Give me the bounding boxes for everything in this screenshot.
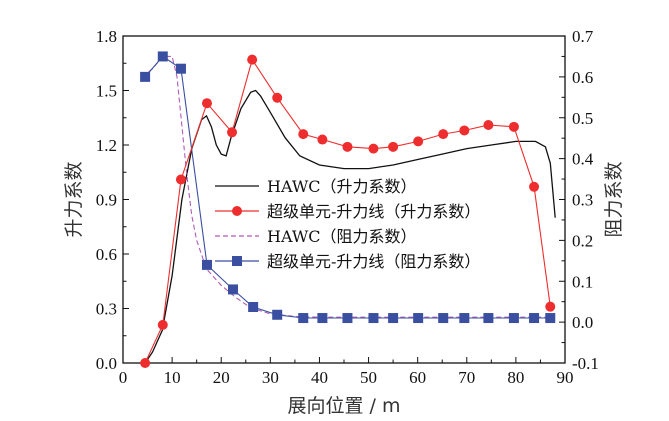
y-right-tick-label: 0.2 <box>572 231 593 250</box>
legend-marker-1 <box>232 206 242 216</box>
y-left-tick-label: 0.9 <box>96 191 117 210</box>
legend-label-3: 超级单元-升力线（阻力系数） <box>267 252 480 271</box>
y-left-tick-label: 1.8 <box>96 27 117 46</box>
series-1-point <box>317 134 328 145</box>
series-1-point <box>342 141 353 152</box>
series-3-point <box>368 313 379 324</box>
series-1-point <box>247 54 258 65</box>
x-tick-label: 10 <box>164 368 181 387</box>
x-tick-label: 80 <box>507 368 524 387</box>
series-1-point <box>227 127 238 138</box>
y-right-tick-label: 0.4 <box>572 150 594 169</box>
series-3-point <box>140 71 151 82</box>
series-3-point <box>228 284 239 295</box>
legend-label-0: HAWC（升力系数） <box>267 177 417 196</box>
series-1-point <box>201 98 212 109</box>
y-right-tick-label: -0.1 <box>572 354 599 373</box>
x-tick-label: 70 <box>458 368 475 387</box>
series-3-point <box>529 313 540 324</box>
series-layer <box>140 51 556 368</box>
x-axis-title: 展向位置 / m <box>288 395 401 417</box>
y-right-tick-label: 0.5 <box>572 109 593 128</box>
series-1-point <box>438 129 449 140</box>
series-3-point <box>388 313 399 324</box>
series-1-point <box>157 319 168 330</box>
series-3-point <box>175 63 186 74</box>
series-3-point <box>342 313 353 324</box>
series-1-point <box>388 141 399 152</box>
series-1-point <box>545 301 556 312</box>
series-1-point <box>140 358 151 368</box>
series-1-point <box>298 129 309 140</box>
x-tick-label: 40 <box>311 368 328 387</box>
series-3-point <box>508 313 519 324</box>
y-right-tick-label: 0.1 <box>572 272 593 291</box>
series-1-point <box>175 174 186 185</box>
series-3-point <box>272 309 283 320</box>
series-3-point <box>298 313 309 324</box>
axis-ticks: 0 10 20 30 40 50 60 70 80 90 0.0 0.3 0.6 0.9 1.2 1.5 1.8… <box>96 27 599 387</box>
series-3-point <box>157 51 168 62</box>
series-3-point <box>545 313 556 324</box>
y-axis-right-title: 阻力系数 <box>603 161 625 237</box>
series-3-point <box>483 313 494 324</box>
x-tick-label: 50 <box>360 368 377 387</box>
series-1-point <box>413 136 424 147</box>
x-tick-label: 90 <box>557 368 574 387</box>
series-1-point <box>529 181 540 192</box>
y-right-tick-label: 0.0 <box>572 313 593 332</box>
y-left-tick-label: 0.0 <box>96 354 117 373</box>
series-3-point <box>413 313 424 324</box>
series-1-point <box>483 120 494 131</box>
series-3-point <box>248 302 259 313</box>
y-right-tick-label: 0.3 <box>572 191 593 210</box>
series-1-point <box>459 125 470 136</box>
series-1-point <box>272 92 283 103</box>
series-3-point <box>459 313 470 324</box>
series-2-line <box>142 55 556 318</box>
series-3-point <box>438 313 449 324</box>
y-left-tick-label: 1.5 <box>96 82 117 101</box>
legend-label-1: 超级单元-升力线（升力系数） <box>267 202 480 221</box>
x-tick-label: 30 <box>262 368 279 387</box>
series-1-point <box>368 143 379 154</box>
legend: HAWC（升力系数） 超级单元-升力线（升力系数） HAWC（阻力系数） 超级单元-升… <box>215 177 480 271</box>
y-left-tick-label: 0.3 <box>96 300 117 319</box>
y-right-tick-label: 0.7 <box>572 27 594 46</box>
y-left-tick-label: 1.2 <box>96 136 117 155</box>
series-3-point <box>201 259 212 270</box>
series-3-point <box>317 313 328 324</box>
y-left-tick-label: 0.6 <box>96 245 117 264</box>
y-axis-left-title: 升力系数 <box>63 161 85 237</box>
legend-label-2: HAWC（阻力系数） <box>267 227 417 246</box>
x-tick-label: 60 <box>409 368 426 387</box>
x-tick-label: 0 <box>119 368 128 387</box>
legend-marker-3 <box>232 256 242 266</box>
series-1-point <box>508 121 519 132</box>
x-tick-label: 20 <box>213 368 230 387</box>
y-right-tick-label: 0.6 <box>572 68 593 87</box>
